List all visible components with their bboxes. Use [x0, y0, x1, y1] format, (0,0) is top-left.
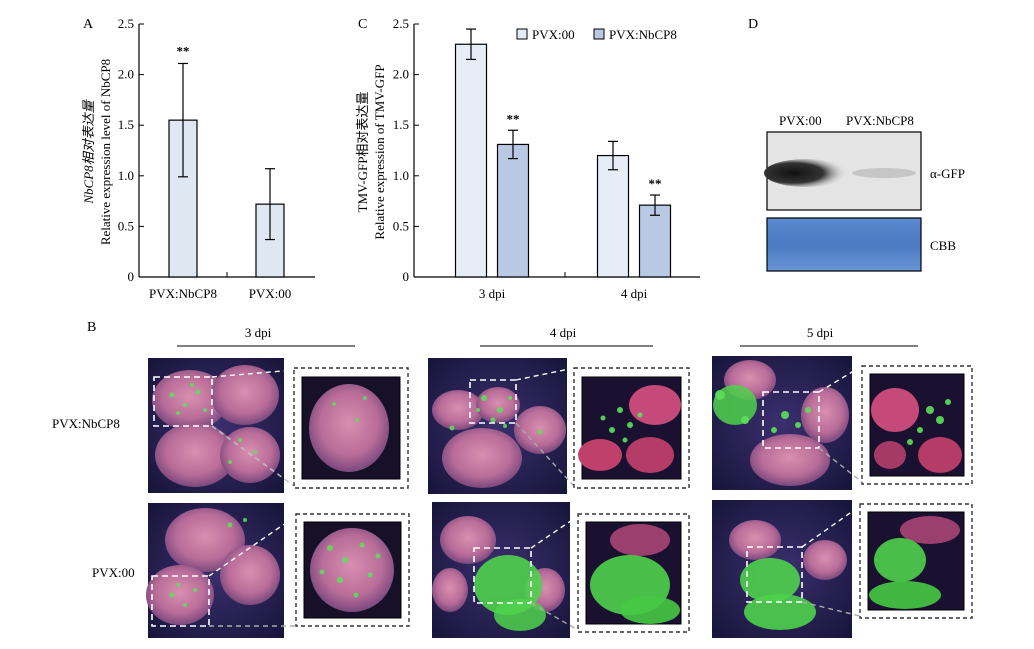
photo-pvx00-4dpi [432, 502, 570, 638]
gfp-band-strong [764, 159, 848, 187]
y-tick-label: 2.0 [393, 67, 409, 82]
time-label-5dpi: 5 dpi [807, 325, 834, 340]
photo-pvx00-5dpi [712, 500, 852, 638]
y-tick-label: 1.0 [393, 168, 409, 183]
panel-letter-b: B [87, 320, 96, 335]
photo-panel: B 3 dpi 4 dpi 5 dpi PVX:NbCP8 PVX:00 [52, 320, 973, 638]
band-label-gfp: α-GFP [930, 166, 965, 181]
lane-label-2: PVX:NbCP8 [846, 113, 914, 128]
western-blot: D PVX:00 PVX:NbCP8 α-GFP CBB [748, 17, 965, 272]
chart-a-marks: ** [168, 43, 285, 278]
panel-letter-d: D [748, 17, 758, 32]
significance-label: ** [177, 43, 190, 58]
photo-nbcp8-3dpi [148, 358, 284, 493]
photo-nbcp8-4dpi [428, 358, 567, 494]
zoom-pvx00-5dpi [859, 503, 973, 619]
x-tick-label: 4 dpi [621, 286, 648, 301]
significance-label: ** [507, 111, 520, 126]
zoom-pvx00-3dpi [295, 513, 410, 627]
chart-a-ylabel-line1: NbCP8相对表达量 [81, 98, 96, 204]
time-label-4dpi: 4 dpi [550, 325, 577, 340]
x-tick-label: PVX:NbCP8 [149, 286, 217, 301]
zoom-pvx00-4dpi [577, 513, 690, 633]
legend-label: PVX:00 [532, 27, 575, 42]
legend-swatch [516, 28, 528, 40]
photo-nbcp8-5dpi [712, 356, 852, 490]
zoom-nbcp8-5dpi [861, 365, 973, 485]
lane-label-1: PVX:00 [779, 113, 822, 128]
x-tick-label: PVX:00 [249, 286, 292, 301]
y-tick-label: 2.5 [118, 16, 134, 31]
y-tick-label: 0.5 [118, 218, 134, 233]
chart-a-axes: 0 0.5 1.0 1.5 2.0 2.5 PVX:NbCP8 PVX:00 [118, 16, 315, 301]
zoom-nbcp8-4dpi [573, 367, 690, 489]
bar-pvx-00 [454, 43, 488, 278]
time-label-3dpi: 3 dpi [245, 325, 272, 340]
chart-c-legend: PVX:00 PVX:NbCP8 [516, 27, 677, 42]
legend-swatch [593, 28, 605, 40]
x-tick-label: 3 dpi [479, 286, 506, 301]
row-label-pvx00: PVX:00 [92, 565, 135, 580]
chart-c: C 0 0.5 1.0 1.5 2.0 2.5 3 dpi 4 dpi ** ** PVX:00… [355, 16, 700, 301]
y-tick-label: 2.5 [393, 16, 409, 31]
chart-c-marks: ** ** [454, 28, 672, 278]
y-tick-label: 1.5 [118, 117, 134, 132]
y-tick-label: 2.0 [118, 67, 134, 82]
gfp-band-weak [852, 168, 916, 178]
y-tick-label: 0 [128, 269, 135, 284]
legend-label: PVX:NbCP8 [609, 27, 677, 42]
y-tick-label: 0.5 [393, 218, 409, 233]
bar-pvx-nbcp8 [638, 204, 672, 278]
chart-c-ylabel-line1: TMV-GFP相对表达量 [355, 92, 370, 213]
y-tick-label: 0 [403, 269, 410, 284]
row-label-nbcp8: PVX:NbCP8 [52, 416, 120, 431]
significance-label: ** [649, 176, 662, 191]
band-label-cbb: CBB [930, 238, 956, 253]
panel-letter-a: A [83, 17, 94, 32]
y-tick-label: 1.5 [393, 117, 409, 132]
chart-c-ylabel-line2: Relative expression of TMV-GFP [372, 64, 387, 239]
bar-pvx-nbcp8 [496, 143, 530, 278]
panel-letter-c: C [358, 17, 367, 32]
cbb-blot [766, 217, 922, 272]
photo-pvx00-3dpi [146, 503, 284, 638]
zoom-nbcp8-3dpi [293, 367, 409, 489]
bar-pvx-00 [596, 154, 630, 278]
chart-a: A 0 0.5 1.0 1.5 2.0 2.5 PVX:NbCP8 PVX:00 ** NbC… [81, 16, 315, 301]
y-tick-label: 1.0 [118, 168, 134, 183]
chart-a-ylabel-line2: Relative expression level of NbCP8 [98, 59, 113, 245]
